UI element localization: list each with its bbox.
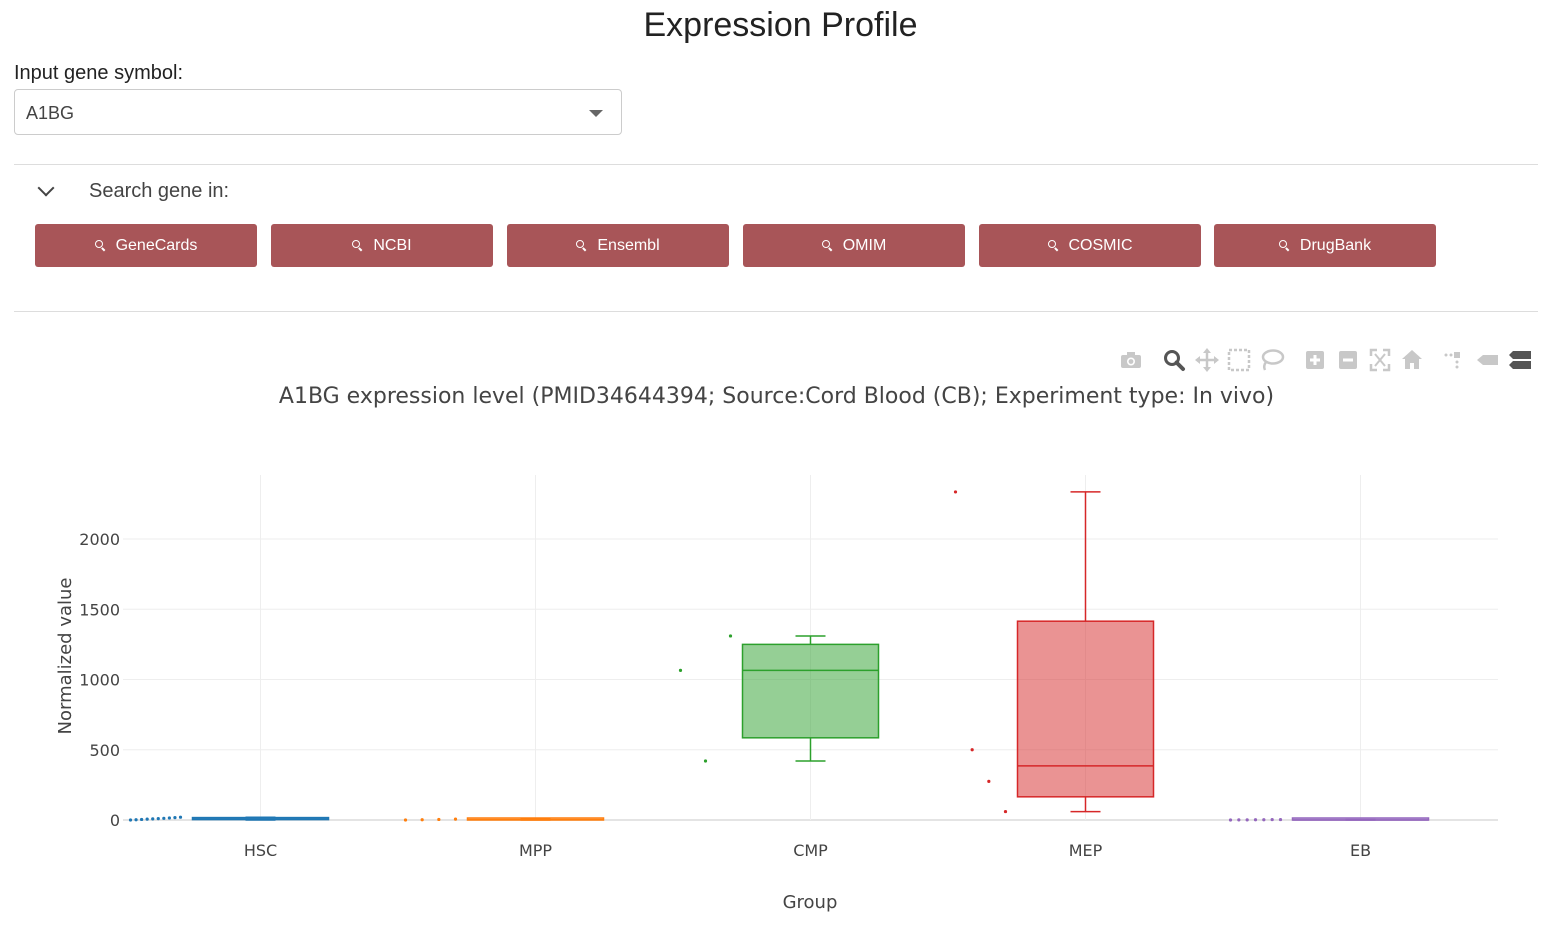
data-point-cmp (728, 634, 733, 638)
data-point-hsc (173, 816, 177, 820)
data-point-hsc (128, 818, 133, 822)
ensembl-button[interactable]: Ensembl (507, 224, 729, 267)
data-point-hsc (134, 818, 138, 822)
search-icon (94, 240, 106, 251)
data-point-eb (1237, 818, 1241, 822)
data-point-eb (1245, 818, 1249, 822)
data-point-eb (1278, 817, 1283, 822)
x-tick-label: MEP (1069, 841, 1103, 860)
chevron-down-icon[interactable] (589, 110, 603, 117)
reset-axes-icon[interactable] (1399, 346, 1425, 374)
lasso-select-icon[interactable] (1259, 346, 1285, 374)
zoom-in-icon[interactable] (1302, 346, 1328, 374)
omim-button-label: OMIM (842, 236, 887, 254)
search-icon (576, 240, 587, 251)
y-tick-label: 1000 (79, 671, 120, 690)
x-tick-label: CMP (793, 841, 828, 860)
chevron-down-icon[interactable] (37, 179, 55, 197)
y-axis-label: Normalized value (55, 578, 76, 735)
expression-box-chart: 0 500 1000 1500 2000 HSC MPP CMP MEP EB Normalize… (55, 475, 1498, 913)
zoom-icon[interactable] (1161, 346, 1187, 374)
divider (14, 311, 1538, 312)
drugbank-button[interactable]: DrugBank (1214, 224, 1436, 267)
data-point-mep (987, 779, 991, 783)
genecards-button[interactable]: GeneCards (35, 224, 257, 267)
data-point-cmp (703, 759, 708, 763)
chart-points (128, 490, 1283, 822)
search-icon (352, 240, 363, 251)
page-title: Expression Profile (643, 6, 918, 44)
gene-select-value: A1BG (26, 103, 75, 123)
y-tick-label: 1500 (79, 600, 120, 619)
data-point-hsc (178, 815, 183, 819)
x-tick-label: HSC (244, 841, 277, 860)
data-point-mpp (420, 818, 424, 822)
data-point-cmp (678, 668, 683, 672)
y-tick-label: 2000 (79, 530, 120, 549)
drugbank-button-label: DrugBank (1299, 236, 1372, 254)
cosmic-button-label: COSMIC (1068, 236, 1133, 254)
y-tick-label: 0 (110, 811, 120, 830)
search-icon (1047, 240, 1059, 251)
data-point-mep (953, 490, 958, 494)
spike-lines-icon[interactable] (1441, 346, 1467, 374)
data-point-hsc (156, 816, 160, 821)
pan-icon[interactable] (1194, 346, 1220, 374)
zoom-out-icon[interactable] (1335, 346, 1361, 374)
box-mep (1016, 620, 1155, 798)
y-tick-label: 500 (89, 741, 120, 760)
search-icon (821, 240, 833, 251)
search-panel-label: Search gene in: (89, 180, 230, 202)
chart-ticks: 0 500 1000 1500 2000 HSC MPP CMP MEP EB (79, 530, 1371, 860)
omim-button[interactable]: OMIM (743, 224, 965, 267)
x-tick-label: MPP (519, 841, 552, 860)
data-point-mep (1003, 809, 1008, 814)
data-point-mpp (453, 817, 458, 821)
cosmic-button[interactable]: COSMIC (979, 224, 1201, 267)
data-point-eb (1228, 818, 1233, 822)
data-point-eb (1262, 818, 1266, 822)
data-point-mpp (437, 817, 441, 822)
hover-closest-icon[interactable] (1474, 346, 1500, 374)
data-point-eb (1270, 817, 1274, 822)
data-point-mpp (403, 818, 408, 822)
box-select-icon[interactable] (1226, 346, 1252, 374)
gene-select[interactable]: A1BG (14, 89, 622, 135)
chart-title: A1BG expression level (PMID34644394; Sou… (278, 384, 1275, 409)
hover-compare-icon[interactable] (1506, 346, 1532, 374)
data-point-hsc (167, 816, 171, 820)
gene-input-label: Input gene symbol: (14, 62, 183, 84)
autoscale-icon[interactable] (1367, 346, 1393, 374)
genecards-button-label: GeneCards (115, 236, 198, 254)
x-axis-label: Group (783, 892, 838, 913)
data-point-hsc (140, 817, 144, 822)
ncbi-button-label: NCBI (373, 236, 412, 254)
data-point-hsc (145, 817, 149, 821)
data-point-mep (970, 748, 974, 752)
data-point-hsc (162, 816, 166, 820)
ncbi-button[interactable]: NCBI (271, 224, 493, 267)
camera-icon[interactable] (1118, 346, 1144, 374)
data-point-hsc (151, 817, 155, 821)
box-cmp (741, 643, 880, 739)
data-point-eb (1253, 818, 1258, 822)
chart-boxes (191, 491, 1430, 821)
x-tick-label: EB (1350, 841, 1371, 860)
ensembl-button-label: Ensembl (597, 236, 660, 254)
search-icon (1278, 240, 1290, 251)
divider (14, 164, 1538, 165)
